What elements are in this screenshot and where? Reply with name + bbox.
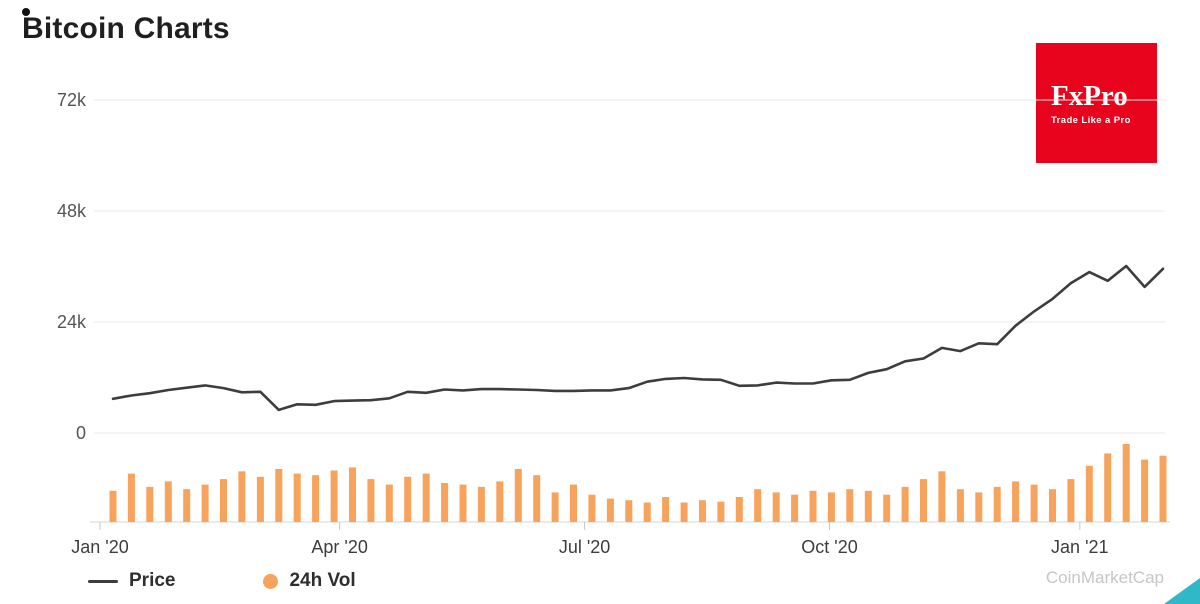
volume-bar[interactable] <box>643 502 651 523</box>
volume-bar[interactable] <box>846 489 854 522</box>
volume-bar[interactable] <box>349 467 356 522</box>
volume-bar[interactable] <box>570 484 577 522</box>
price-line-swatch <box>88 579 118 583</box>
legend-label-price: Price <box>129 570 176 591</box>
price-line[interactable] <box>111 264 1165 412</box>
volume-bar[interactable] <box>256 476 264 522</box>
corner-dot <box>22 8 30 16</box>
volume-bar[interactable] <box>772 492 780 522</box>
volume-bar[interactable] <box>938 471 946 522</box>
volume-bar[interactable] <box>625 500 633 522</box>
volume-bar[interactable] <box>1049 489 1056 522</box>
chart-legend: Price 24h Vol <box>88 570 356 592</box>
legend-item-price[interactable]: Price <box>88 570 175 592</box>
volume-bar[interactable] <box>367 479 375 522</box>
volume-bar[interactable] <box>275 469 283 522</box>
volume-bar[interactable] <box>588 494 596 522</box>
volume-bar[interactable] <box>477 486 485 522</box>
volume-bar[interactable] <box>662 497 670 522</box>
x-axis-label: Jan '20 <box>71 537 128 557</box>
x-axis-label: Oct '20 <box>801 537 857 557</box>
volume-bar[interactable] <box>422 473 430 522</box>
y-axis-label: 72k <box>57 90 87 110</box>
volume-bar[interactable] <box>1085 465 1093 522</box>
volume-bar[interactable] <box>164 481 172 522</box>
volume-bar[interactable] <box>1122 444 1130 522</box>
fxpro-logo-tagline: Trade Like a Pro <box>1051 115 1131 126</box>
legend-item-volume[interactable]: 24h Vol <box>263 570 356 592</box>
fxpro-logo-text: FxPro <box>1051 80 1128 112</box>
volume-bar[interactable] <box>754 489 762 522</box>
volume-bar[interactable] <box>883 494 891 522</box>
volume-bar[interactable] <box>809 490 817 522</box>
volume-bar[interactable] <box>1012 481 1020 522</box>
volume-bar[interactable] <box>827 492 835 522</box>
volume-bar[interactable] <box>1104 453 1112 522</box>
volume-bar[interactable] <box>441 483 449 522</box>
page-title: Bitcoin Charts <box>22 12 230 45</box>
volume-bar[interactable] <box>1159 455 1167 522</box>
volume-bar[interactable] <box>975 492 983 522</box>
y-axis-label: 24k <box>57 312 87 332</box>
volume-bar[interactable] <box>920 479 927 522</box>
volume-bar[interactable] <box>956 489 964 522</box>
volume-bar[interactable] <box>533 475 541 522</box>
volume-bar[interactable] <box>699 500 706 522</box>
x-axis-label: Apr '20 <box>311 537 367 557</box>
volume-bar[interactable] <box>330 470 338 523</box>
volume-bar[interactable] <box>735 497 743 522</box>
volume-bar[interactable] <box>496 481 504 522</box>
fxpro-logo: FxPro Trade Like a Pro <box>1036 43 1157 163</box>
volume-bar[interactable] <box>514 469 522 522</box>
volume-bar[interactable] <box>791 494 799 522</box>
volume-bar[interactable] <box>1067 479 1075 522</box>
volume-bar[interactable] <box>551 492 559 522</box>
x-axis-label: Jan '21 <box>1051 537 1108 557</box>
coinmarketcap-watermark: CoinMarketCap <box>1045 568 1164 587</box>
volume-bar[interactable] <box>1030 484 1038 522</box>
volume-bar[interactable] <box>459 484 467 522</box>
x-axis-label: Jul '20 <box>559 537 610 557</box>
volume-bar[interactable] <box>238 471 246 522</box>
volume-bar[interactable] <box>606 498 614 522</box>
y-axis-label: 0 <box>76 423 86 443</box>
volume-bar[interactable] <box>993 486 1001 522</box>
volume-bar[interactable] <box>183 489 191 522</box>
volume-bar[interactable] <box>127 473 135 522</box>
legend-label-volume: 24h Vol <box>289 570 356 591</box>
volume-bar[interactable] <box>717 501 725 522</box>
volume-bar[interactable] <box>201 484 209 522</box>
volume-bar[interactable] <box>293 473 301 522</box>
volume-bar[interactable] <box>901 486 909 522</box>
volume-bar[interactable] <box>220 479 227 522</box>
volume-bar[interactable] <box>680 502 688 523</box>
volume-bar[interactable] <box>385 484 393 522</box>
volume-bar[interactable] <box>404 476 412 522</box>
volume-circle-swatch <box>263 573 279 589</box>
volume-bar[interactable] <box>1141 459 1149 522</box>
volume-bar[interactable] <box>146 486 154 522</box>
y-axis-label: 48k <box>57 201 87 221</box>
volume-bar[interactable] <box>864 490 872 522</box>
volume-bar[interactable] <box>312 475 320 522</box>
corner-accent-triangle <box>1164 578 1200 604</box>
volume-bar[interactable] <box>109 490 117 522</box>
